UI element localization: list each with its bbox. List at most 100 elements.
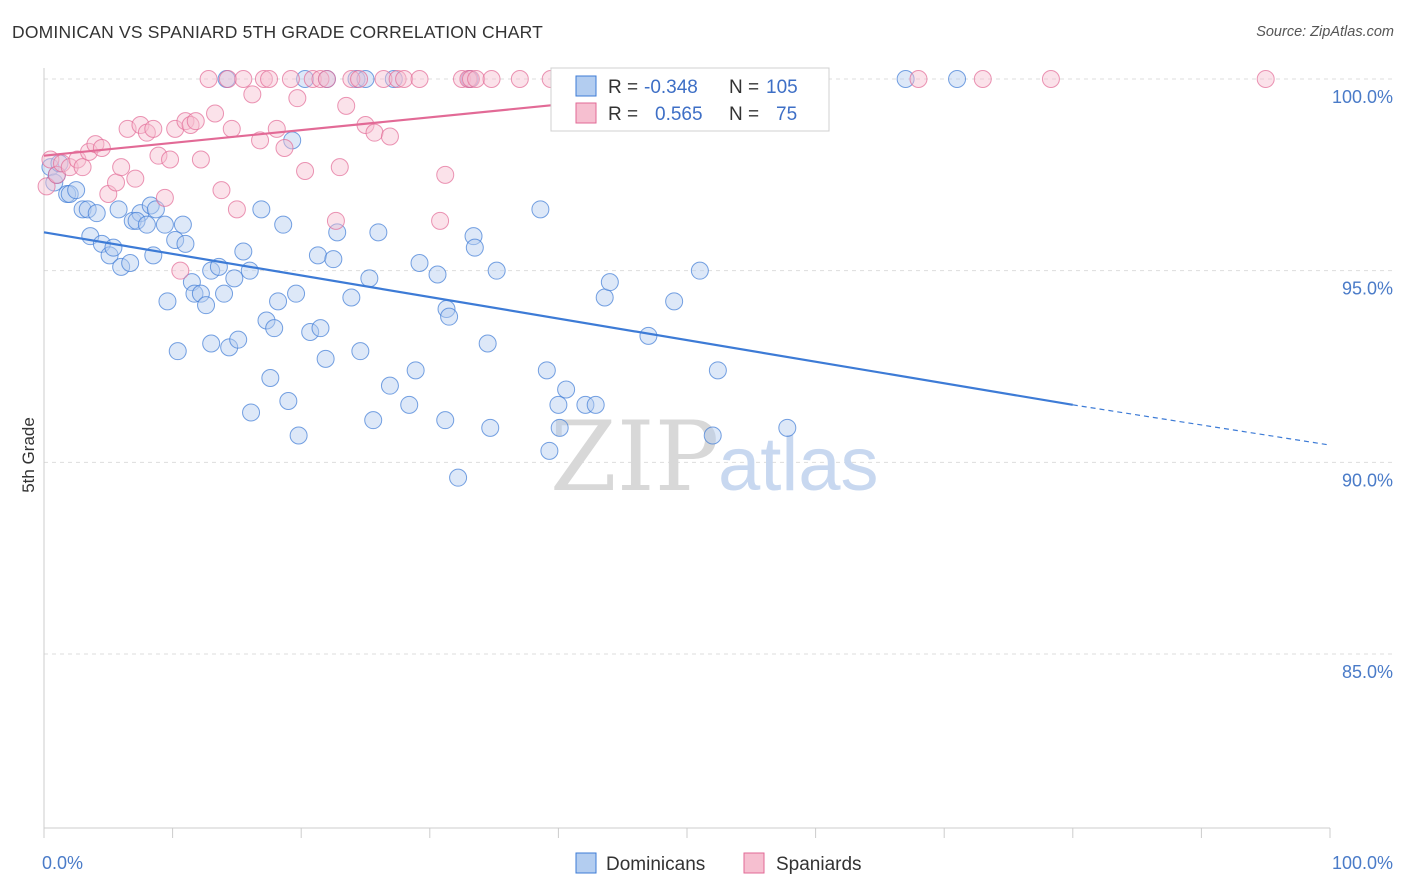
y-tick-label: 85.0% [1342,662,1393,682]
dominicans-point [109,200,128,219]
stats-legend-n-value: 105 [766,77,798,98]
spaniards-point [37,177,56,196]
spaniards-point [161,150,180,169]
stats-legend-swatch-dominicans [575,75,597,97]
dominicans-point [158,292,177,311]
spaniards-point [212,181,231,200]
dominicans-point [176,234,195,253]
y-axis-title: 5th Grade [19,417,38,493]
dominicans-point [600,273,619,292]
spaniards-point [149,146,168,165]
spaniards-point [296,162,315,180]
dominicans-point [384,70,403,88]
dominicans-point [342,288,361,307]
spaniards-point [144,119,163,138]
spaniards-point [311,70,330,88]
watermark-atlas: atlas [718,422,879,507]
spaniards-point [317,70,336,88]
y-tick-label: 95.0% [1342,279,1393,299]
dominicans-point [137,215,156,234]
watermark: ZIP atlas [550,401,879,513]
stats-legend-n-value: 75 [776,104,797,125]
spaniards-point [281,70,300,88]
spaniards-point [254,70,273,88]
stats-legend-n-label: N = [729,104,759,125]
dominicans-point [540,441,559,460]
dominicans-point [168,342,187,361]
watermark-zip: ZIP [550,401,719,513]
spaniards-point [388,70,407,88]
dominicans-point [639,326,658,345]
dominicans-point [364,411,383,430]
stats-legend-swatch-spaniards [575,102,597,124]
dominicans-point [185,284,204,303]
spaniards-point [452,70,471,88]
dominicans-point [104,238,123,257]
dominicans-point [360,269,379,288]
spaniards-point [337,96,356,115]
spaniards-point [973,70,992,88]
x-tick-label: 0.0% [42,853,83,873]
dominicans-point [478,334,497,353]
dominicans-point [380,376,399,395]
dominicans-point [123,211,142,230]
spaniards-point [107,173,126,192]
dominicans-trendline-extension [1072,404,1331,446]
spaniards-point [218,70,237,88]
dominicans-point [703,426,722,445]
tick-labels: 100.0% 95.0% 90.0% 85.0% 0.0% 100.0% [42,87,1393,873]
dominicans-point [436,411,455,430]
dominicans-point [576,395,595,414]
dominicans-point [487,261,506,280]
spaniards-point [60,158,79,177]
dominicans-point [229,330,248,349]
dominicans-point [121,254,140,272]
dominicans-point [197,296,216,315]
dominicans-point [665,292,684,311]
spaniards-point [436,165,455,184]
spaniards-point [206,104,225,123]
dominicans-point [351,342,370,361]
spaniards-point [431,211,450,230]
spaniards-point [395,70,414,88]
dominicans-point [356,70,375,88]
dominicans-point [202,334,221,353]
spaniards-point [380,127,399,146]
dominicans-point [708,361,727,380]
dominicans-point [464,227,483,246]
stats-legend-box [550,67,830,132]
spaniards-point [191,150,210,169]
dominicans-point [465,238,484,257]
dominicans-point [274,215,293,234]
dominicans-point [73,200,92,219]
dominicans-point [127,211,146,230]
chart-source: Source: ZipAtlas.com [1256,24,1394,40]
legend-swatch-dominicans [575,852,597,874]
dominicans-point [440,307,459,326]
dominicans-point [257,311,276,330]
spaniards-point [227,200,246,219]
spaniards-point [326,211,345,230]
dominicans-point [531,200,550,219]
dominicans-point [481,418,500,437]
stats-legend-r-label: R = [608,104,638,125]
legend-swatch-spaniards [743,852,765,874]
dominicans-point [369,223,388,242]
dominicans-point [225,269,244,288]
spaniards-point [73,158,92,177]
dominicans-point [155,215,174,234]
spaniards-point [410,70,429,88]
spaniards-point [467,70,486,88]
dominicans-point [896,70,915,88]
stats-legend-r-label: R = [608,77,638,98]
stats-legend-n-label: N = [729,77,759,98]
chart-title: DOMINICAN VS SPANIARD 5TH GRADE CORRELAT… [12,22,543,42]
dominicans-point [690,261,709,280]
dominicans-trendline [43,231,1073,406]
legend-label-spaniards: Spaniards [776,854,862,875]
dominicans-point [215,284,234,303]
dominicans-point [287,284,306,303]
dominicans-point [324,250,343,269]
spaniards-point [342,70,361,88]
